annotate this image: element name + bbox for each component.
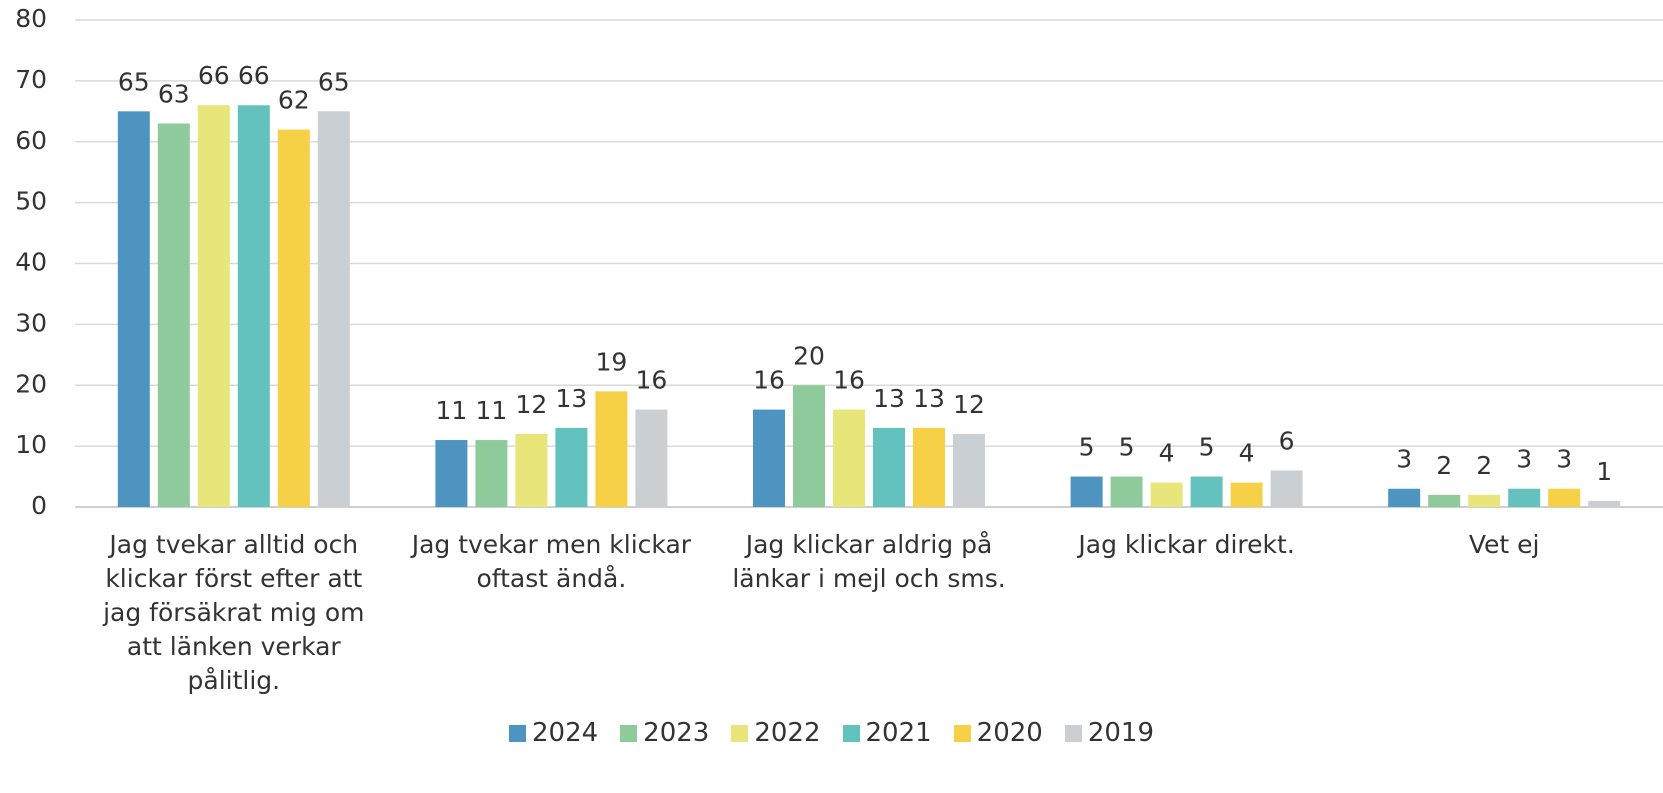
- bar: [435, 440, 468, 507]
- y-tick-label: 30: [15, 308, 47, 337]
- legend-item: 2024: [508, 718, 599, 748]
- y-tick-label: 20: [15, 369, 47, 398]
- x-tick-label: Jag klickar aldrig på länkar i mejl och …: [732, 530, 1006, 593]
- legend-label: 2023: [643, 718, 710, 748]
- legend-label: 2019: [1087, 718, 1155, 748]
- data-label: 2: [1436, 451, 1452, 480]
- bar: [1508, 488, 1541, 507]
- data-label: 16: [753, 366, 785, 395]
- data-label: 65: [118, 67, 150, 96]
- data-label: 3: [1516, 445, 1532, 474]
- legend-swatch: [1064, 724, 1082, 742]
- data-label: 13: [555, 384, 587, 413]
- data-label: 2: [1476, 451, 1492, 480]
- bar: [117, 111, 150, 507]
- bar: [197, 105, 230, 507]
- data-label: 16: [635, 366, 667, 395]
- bar: [515, 433, 548, 507]
- bar: [1428, 494, 1461, 507]
- bar: [157, 123, 190, 508]
- x-tick-label: Vet ej: [1468, 530, 1540, 559]
- y-tick-label: 60: [15, 126, 47, 155]
- data-label: 12: [515, 390, 547, 419]
- data-label: 13: [873, 384, 905, 413]
- data-label: 62: [278, 86, 310, 115]
- bar: [595, 391, 628, 507]
- bar: [1388, 488, 1421, 507]
- data-label: 12: [953, 390, 985, 419]
- bar: [237, 105, 270, 507]
- bar: [635, 409, 668, 507]
- legend-item: 2020: [953, 718, 1043, 748]
- legend-label: 2020: [976, 718, 1043, 748]
- legend-item: 2023: [620, 718, 709, 748]
- bar: [1588, 500, 1621, 507]
- y-tick-label: 40: [15, 248, 47, 277]
- legend-label: 2022: [754, 718, 821, 748]
- data-label: 5: [1199, 433, 1215, 462]
- y-tick-label: 70: [15, 65, 47, 94]
- bar: [1468, 494, 1501, 507]
- data-label: 11: [475, 396, 507, 425]
- data-label: 1: [1596, 457, 1612, 486]
- data-label: 4: [1159, 439, 1175, 468]
- bar: [1190, 476, 1223, 507]
- x-tick-label: Jag tvekar men klickar oftast ändå.: [411, 530, 692, 593]
- legend-swatch: [842, 724, 860, 742]
- data-label: 3: [1556, 445, 1572, 474]
- data-label: 16: [833, 366, 865, 395]
- legend-label: 2021: [865, 718, 932, 748]
- legend-swatch: [620, 724, 638, 742]
- bar: [1548, 488, 1581, 507]
- data-label: 19: [595, 347, 627, 376]
- bar: [753, 409, 785, 507]
- y-tick-label: 10: [15, 430, 47, 459]
- x-tick-label: Jag klickar direkt.: [1078, 530, 1295, 559]
- data-label: 63: [158, 79, 190, 108]
- legend-swatch: [731, 724, 749, 742]
- bar: [793, 385, 825, 507]
- bar: [1110, 476, 1143, 507]
- legend-swatch: [508, 724, 526, 742]
- legend-item: 2021: [842, 718, 932, 748]
- bar: [475, 440, 508, 507]
- bar: [1070, 476, 1103, 507]
- data-label: 66: [198, 61, 230, 90]
- data-label: 66: [238, 61, 270, 90]
- bar: [913, 427, 945, 507]
- bar: [873, 427, 905, 507]
- data-label: 20: [793, 341, 825, 370]
- bar: [1270, 470, 1303, 507]
- data-label: 6: [1279, 426, 1295, 455]
- bar: [277, 129, 310, 507]
- data-label: 5: [1119, 433, 1135, 462]
- y-tick-label: 80: [15, 4, 47, 33]
- bar: [317, 111, 350, 507]
- bar: [953, 433, 985, 507]
- bar: [555, 427, 588, 507]
- data-label: 4: [1239, 439, 1255, 468]
- data-label: 5: [1079, 433, 1095, 462]
- legend-item: 2019: [1064, 718, 1155, 748]
- data-label: 65: [318, 67, 350, 96]
- data-label: 13: [913, 384, 945, 413]
- legend-label: 2024: [531, 718, 599, 748]
- legend-item: 2022: [731, 718, 821, 748]
- bar: [833, 409, 865, 507]
- x-tick-label: Jag tvekar alltid och klickar först efte…: [103, 530, 365, 695]
- legend: 2024 2023 2022 2021 2020 2019: [0, 718, 1663, 748]
- y-tick-label: 50: [15, 187, 47, 216]
- bar: [1230, 482, 1263, 507]
- legend-swatch: [953, 724, 971, 742]
- bar: [1150, 482, 1183, 507]
- data-label: 11: [435, 396, 467, 425]
- y-tick-label: 0: [31, 491, 47, 520]
- data-label: 3: [1396, 445, 1412, 474]
